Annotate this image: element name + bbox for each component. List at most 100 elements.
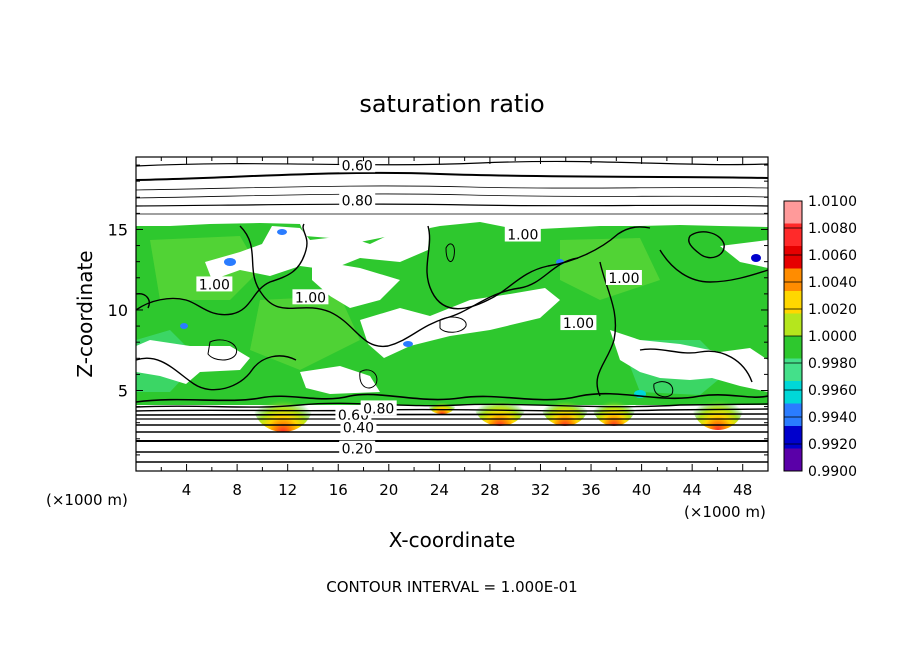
- contour-label: 1.00: [608, 271, 639, 287]
- contour-line: [653, 381, 674, 398]
- contour-line: [207, 339, 238, 361]
- contour-interval-note: CONTOUR INTERVAL = 1.000E-01: [326, 578, 577, 596]
- field-region: [312, 260, 400, 308]
- field-region: [250, 296, 360, 370]
- contour-label: 0.40: [343, 421, 374, 437]
- colorbar-swatch: [784, 426, 802, 449]
- field-region: [224, 258, 236, 266]
- colorbar-label: 0.9900: [808, 464, 857, 480]
- contour-line: [136, 223, 308, 316]
- colorbar-swatch: [784, 336, 802, 359]
- field-region: [610, 330, 768, 392]
- contour-line: [136, 185, 768, 191]
- colorbar-label: 0.9980: [808, 356, 857, 372]
- x-axis-title: X-coordinate: [389, 528, 516, 552]
- colorbar-label: 1.0040: [808, 275, 857, 291]
- contour-lines: [136, 160, 768, 463]
- y-tick-label: 5: [118, 381, 128, 400]
- x-tick-label: 28: [480, 481, 499, 499]
- plot-frame: [135, 156, 769, 472]
- contour-label: 0.80: [342, 194, 373, 210]
- colorbar-label: 0.9940: [808, 410, 857, 426]
- contour-label: 0.80: [363, 401, 394, 417]
- chart-title: saturation ratio: [359, 90, 544, 118]
- contour-line: [439, 316, 467, 333]
- contour-label-bg: [292, 289, 329, 305]
- contour-line: [136, 160, 768, 167]
- y-axis-title: Z-coordinate: [73, 250, 97, 377]
- x-tick-label: 12: [278, 481, 297, 499]
- x-tick-label: 32: [531, 481, 550, 499]
- colorbar-swatch: [784, 358, 802, 382]
- colorbar-swatch: [784, 313, 802, 337]
- y-axis-ticks: 5 10 15: [108, 164, 768, 456]
- contour-line: [136, 171, 768, 181]
- contour-line: [136, 355, 297, 391]
- field-region: [428, 394, 456, 414]
- contour-label-bg: [196, 276, 233, 292]
- colorbar-swatch: [784, 403, 802, 427]
- colorbar-swatch: [784, 246, 802, 269]
- colorbar-label: 0.9960: [808, 383, 857, 399]
- colorbar-label: 0.9920: [808, 437, 857, 453]
- contour-line: [136, 203, 768, 207]
- contour-label: 1.00: [507, 228, 538, 244]
- contour-label-bg: [560, 315, 597, 331]
- y-tick-label: 15: [108, 220, 128, 239]
- colorbar: 1.0100 1.0080 1.0060 1.0040 1.0020 1.0000 0.99…: [783, 194, 857, 480]
- colorbar-label: 1.0100: [808, 194, 857, 210]
- x-tick-label: 8: [232, 481, 242, 499]
- colorbar-swatch: [784, 381, 802, 404]
- x-tick-label: 24: [430, 481, 449, 499]
- x-tick-label: 44: [683, 481, 702, 499]
- contour-label-bg: [339, 440, 376, 456]
- contour-line: [659, 249, 768, 283]
- colorbar-swatch: [784, 201, 802, 224]
- contour-label: 0.20: [342, 442, 373, 458]
- colorbar-label: 1.0020: [808, 302, 857, 318]
- x-tick-label: 48: [733, 481, 752, 499]
- contour-line: [688, 231, 725, 259]
- colorbar-swatch: [784, 291, 802, 314]
- contour-label-bg: [360, 400, 397, 416]
- field-region: [253, 376, 313, 432]
- contour-labels: 0.600.801.001.001.001.001.000.600.800.40…: [196, 157, 642, 458]
- contour-label-bg: [340, 419, 377, 435]
- x-axis-ticks: 4 8 12 16 20 24 28 32 36 40 44 48: [160, 157, 752, 499]
- x-unit-left: (×1000 m): [46, 491, 128, 509]
- contour-label: 1.00: [563, 316, 594, 332]
- contour-label-bg: [504, 226, 541, 242]
- contour-label: 1.00: [199, 277, 230, 293]
- x-unit-right: (×1000 m): [684, 503, 766, 521]
- x-tick-label: 36: [581, 481, 600, 499]
- contour-line: [136, 193, 768, 199]
- contour-label: 1.00: [295, 290, 326, 306]
- colorbar-swatch: [784, 448, 802, 472]
- field-region: [150, 236, 260, 300]
- colorbar-swatch: [784, 268, 802, 292]
- colorbar-label: 1.0000: [808, 329, 857, 345]
- contour-line: [239, 225, 579, 348]
- contour-line: [445, 243, 455, 263]
- contour-line: [426, 225, 651, 310]
- contour-label-bg: [605, 269, 642, 285]
- plot-area: 0.600.801.001.001.001.001.000.600.800.40…: [136, 157, 768, 471]
- x-tick-label: 16: [329, 481, 348, 499]
- contour-line: [136, 413, 768, 416]
- field-region: [751, 254, 761, 262]
- field-region: [403, 341, 413, 347]
- colorbar-swatch: [784, 223, 802, 247]
- x-tick-label: 4: [182, 481, 192, 499]
- contour-label: 0.60: [342, 158, 373, 174]
- x-tick-label: 40: [632, 481, 651, 499]
- field-region: [180, 323, 188, 329]
- field-region: [205, 224, 430, 280]
- contour-line: [359, 369, 378, 389]
- contour-line: [136, 392, 768, 403]
- y-tick-label: 10: [108, 301, 128, 320]
- field-region: [360, 288, 560, 358]
- colorbar-label: 1.0060: [808, 248, 857, 264]
- x-tick-label: 20: [379, 481, 398, 499]
- colorbar-label: 1.0080: [808, 221, 857, 237]
